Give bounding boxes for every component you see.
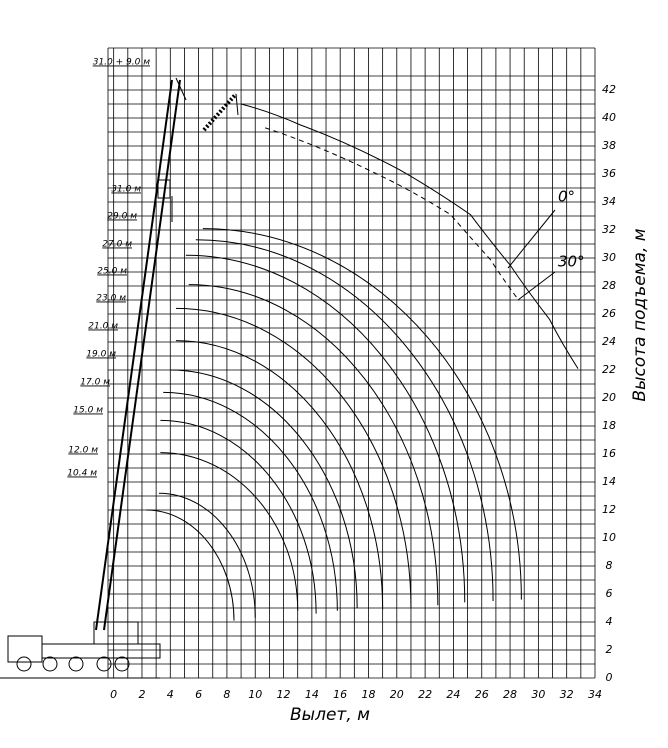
boom-length-label: 31.0 + 9.0 м — [93, 58, 150, 68]
y-tick-label: 38 — [602, 139, 616, 152]
wheel — [42, 656, 58, 672]
x-tick-label: 8 — [223, 688, 230, 701]
y-tick-label: 40 — [602, 111, 616, 124]
x-tick-label: 20 — [390, 688, 404, 701]
turret — [93, 621, 139, 645]
boom-length-label: 19.0 м — [86, 350, 116, 360]
wheel — [16, 656, 32, 672]
y-tick-label: 26 — [602, 307, 616, 320]
x-tick-label: 18 — [361, 688, 375, 701]
x-tick-label: 22 — [418, 688, 432, 701]
x-tick-label: 34 — [588, 688, 602, 701]
y-tick-label: 0 — [606, 671, 613, 684]
series-line — [240, 103, 579, 369]
jib — [202, 92, 238, 132]
y-tick-label: 18 — [602, 419, 616, 432]
y-tick-label: 8 — [606, 559, 613, 572]
x-tick-label: 30 — [531, 688, 545, 701]
x-tick-label: 32 — [560, 688, 574, 701]
boom-length-label: 27.0 м — [102, 240, 132, 250]
y-tick-label: 16 — [602, 447, 616, 460]
y-tick-label: 34 — [602, 195, 616, 208]
boom-length-label: 25.0 м — [97, 267, 127, 277]
jib-rope — [235, 93, 239, 116]
y-tick-label: 4 — [606, 615, 613, 628]
boom-length-label: 21.0 м — [88, 322, 118, 332]
boom-arc — [185, 254, 466, 603]
boom-length-label: 23.0 м — [96, 294, 126, 304]
boom-arc — [146, 509, 235, 621]
x-tick-label: 16 — [333, 688, 347, 701]
y-tick-label: 30 — [602, 251, 616, 264]
boom-length-label: 12.0 м — [68, 446, 98, 456]
y-tick-label: 12 — [602, 503, 616, 516]
x-tick-label: 0 — [110, 688, 117, 701]
y-tick-label: 2 — [606, 643, 613, 656]
x-tick-label: 12 — [277, 688, 291, 701]
x-tick-label: 24 — [446, 688, 460, 701]
x-tick-label: 6 — [195, 688, 202, 701]
x-tick-label: 14 — [305, 688, 319, 701]
x-tick-label: 26 — [475, 688, 489, 701]
boom-arc — [160, 419, 317, 614]
y-tick-label: 42 — [602, 83, 616, 96]
boom-arc — [195, 239, 494, 602]
wheel — [68, 656, 84, 672]
boom-arc — [175, 307, 412, 609]
boom-arc — [202, 228, 522, 600]
y-tick-label: 22 — [602, 363, 616, 376]
boom-arc — [163, 391, 338, 611]
truck-cab — [7, 635, 43, 663]
y-tick-label: 10 — [602, 531, 616, 544]
boom-arc — [170, 369, 358, 609]
y-tick-label: 6 — [606, 587, 613, 600]
x-tick-label: 4 — [167, 688, 174, 701]
y-axis-label: Высота подъема, м — [630, 228, 650, 401]
series-line — [264, 127, 519, 301]
x-tick-label: 10 — [248, 688, 262, 701]
boom-arc — [160, 452, 299, 611]
boom-arc — [175, 340, 384, 610]
leader-line — [507, 209, 556, 269]
y-tick-label: 32 — [602, 223, 616, 236]
x-tick-label: 28 — [503, 688, 517, 701]
boom-length-label: 31.0 м — [111, 185, 141, 195]
y-tick-label: 24 — [602, 335, 616, 348]
boom-length-label: 15.0 м — [73, 406, 103, 416]
boom-arc — [158, 492, 256, 618]
boom-length-label: 17.0 м — [80, 378, 110, 388]
y-tick-label: 36 — [602, 167, 616, 180]
boom-arc — [188, 284, 439, 606]
x-axis-label: Вылет, м — [290, 705, 370, 725]
boom-length-label: 10.4 м — [67, 469, 97, 479]
angle-label: 30° — [558, 253, 585, 271]
y-tick-label: 14 — [602, 475, 616, 488]
y-tick-label: 28 — [602, 279, 616, 292]
boom-length-label: 29.0 м — [107, 212, 137, 222]
y-tick-label: 20 — [602, 391, 616, 404]
x-tick-label: 2 — [138, 688, 145, 701]
